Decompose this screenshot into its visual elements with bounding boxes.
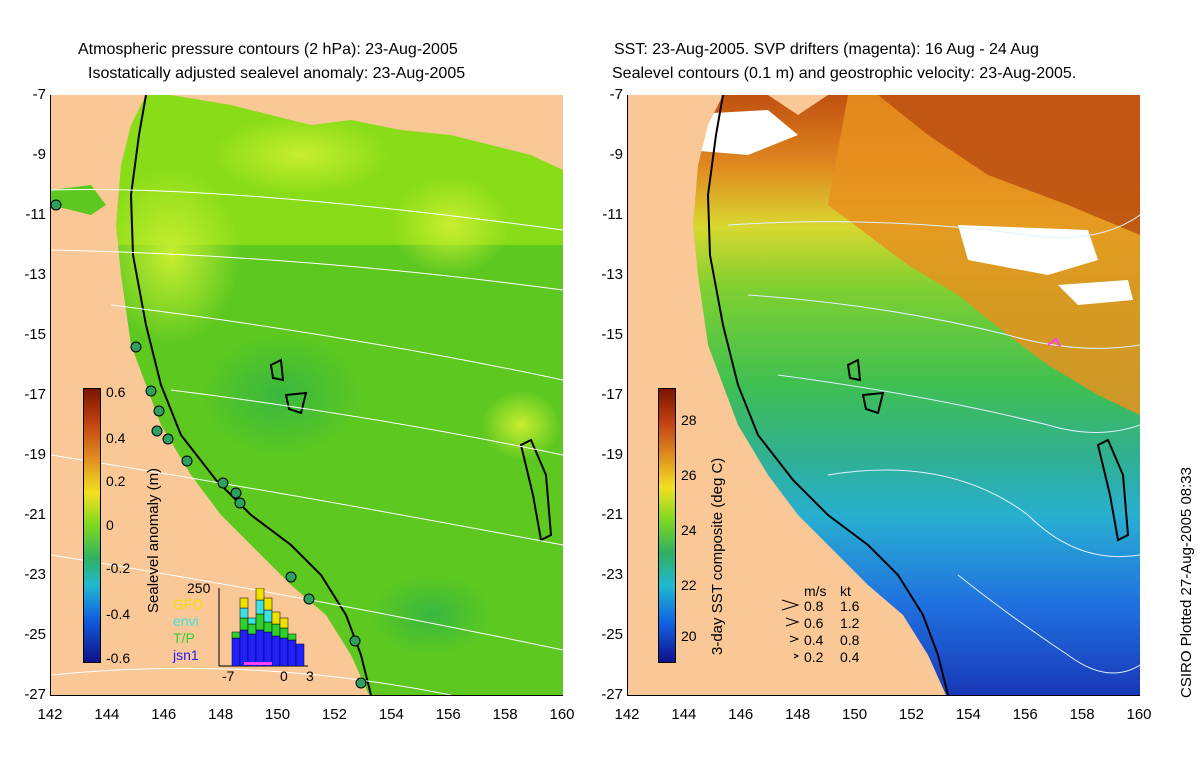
y-axis-tick: -27: [601, 686, 623, 703]
x-axis-tick: 152: [898, 706, 924, 723]
legend-gfo: GFO: [173, 596, 204, 612]
x-axis-tick: 148: [208, 706, 234, 723]
x-axis-tick: 144: [671, 706, 697, 723]
sst-colorbar-tick: 20: [681, 628, 697, 644]
legend-kt: 1.6: [840, 598, 860, 614]
y-axis-tick: -17: [24, 386, 46, 403]
x-axis-tick: 154: [955, 706, 981, 723]
x-axis-tick: 152: [321, 706, 347, 723]
colorbar-tick: 0.2: [106, 473, 126, 489]
y-axis-tick: -19: [24, 446, 46, 463]
inset-x-tick: 0: [280, 668, 288, 684]
colorbar-tick: -0.6: [106, 650, 131, 666]
sst-colorbar: [658, 388, 676, 663]
y-axis-tick: -15: [24, 326, 46, 343]
inset-x-tick: 3: [306, 668, 314, 684]
y-axis-tick: -15: [601, 326, 623, 343]
x-axis-tick: 156: [435, 706, 461, 723]
inset-max-label: 250: [187, 580, 211, 596]
legend-ms: 0.8: [804, 598, 824, 614]
sealevel-anomaly-map: [50, 95, 563, 696]
y-axis-tick: -13: [24, 266, 46, 283]
legend-ms: 0.6: [804, 615, 824, 631]
right-title-line1: SST: 23-Aug-2005. SVP drifters (magenta)…: [614, 41, 1039, 58]
colorbar-tick: 0.6: [106, 384, 126, 400]
y-axis-tick: -11: [602, 206, 623, 223]
satellite-histogram-inset: 250 GFO envi T/P jsn1: [170, 580, 315, 685]
x-axis-tick: 158: [1069, 706, 1095, 723]
sst-colorbar-tick: 26: [681, 467, 697, 483]
y-axis-tick: -25: [24, 626, 46, 643]
x-axis-tick: 142: [37, 706, 63, 723]
left-title-line1: Atmospheric pressure contours (2 hPa): 2…: [78, 41, 458, 58]
legend-header-kt: kt: [840, 583, 851, 599]
colorbar-tick: -0.4: [106, 606, 131, 622]
sealevel-colorbar: [83, 388, 101, 663]
legend-ms: 0.2: [804, 649, 824, 665]
legend-envi: envi: [173, 613, 199, 629]
x-axis-tick: 160: [1126, 706, 1152, 723]
y-axis-tick: -25: [601, 626, 623, 643]
x-axis-tick: 142: [614, 706, 640, 723]
y-axis-tick: -13: [601, 266, 623, 283]
colorbar-tick: -0.2: [106, 560, 131, 576]
colorbar-tick: 0: [106, 517, 114, 533]
x-axis-tick: 154: [378, 706, 404, 723]
x-axis-tick: 150: [842, 706, 868, 723]
legend-ms: 0.4: [804, 632, 824, 648]
x-axis-tick: 150: [265, 706, 291, 723]
sst-colorbar-label: 3-day SST composite (deg C): [709, 457, 726, 655]
velocity-legend: m/s kt 0.8 1.6 0.6 1.2 0.4 0.8 0.2 0.4: [780, 583, 900, 673]
y-axis-tick: -23: [601, 566, 623, 583]
sst-colorbar-tick: 24: [681, 522, 697, 538]
colorbar-label: Sealevel anomaly (m): [145, 467, 162, 613]
y-axis-tick: -7: [609, 86, 623, 103]
x-axis-tick: 160: [549, 706, 575, 723]
y-axis-tick: -21: [601, 506, 623, 523]
y-axis-tick: -23: [24, 566, 46, 583]
x-axis-tick: 146: [728, 706, 754, 723]
legend-kt: 1.2: [840, 615, 860, 631]
x-axis-tick: 148: [785, 706, 811, 723]
y-axis-tick: -7: [32, 86, 46, 103]
inset-x-tick: -7: [222, 668, 235, 684]
colorbar-tick: 0.4: [106, 430, 126, 446]
y-axis-tick: -11: [25, 206, 46, 223]
legend-kt: 0.8: [840, 632, 860, 648]
y-axis-tick: -21: [24, 506, 46, 523]
credit-text: CSIRO Plotted 27-Aug-2005 08:33: [1178, 467, 1195, 698]
legend-jsn1: jsn1: [173, 647, 199, 663]
sst-map: [627, 95, 1140, 696]
sst-colorbar-tick: 28: [681, 412, 697, 428]
y-axis-tick: -9: [609, 146, 623, 163]
x-axis-tick: 146: [151, 706, 177, 723]
y-axis-tick: -9: [32, 146, 46, 163]
x-axis-tick: 156: [1012, 706, 1038, 723]
left-title-line2: Isostatically adjusted sealevel anomaly:…: [88, 65, 466, 82]
legend-kt: 0.4: [840, 649, 860, 665]
sst-colorbar-tick: 22: [681, 577, 697, 593]
legend-tp: T/P: [173, 630, 195, 646]
x-axis-tick: 158: [492, 706, 518, 723]
y-axis-tick: -27: [24, 686, 46, 703]
legend-header-ms: m/s: [804, 583, 827, 599]
y-axis-tick: -19: [601, 446, 623, 463]
x-axis-tick: 144: [94, 706, 120, 723]
right-title-line2: Sealevel contours (0.1 m) and geostrophi…: [612, 65, 1077, 82]
y-axis-tick: -17: [601, 386, 623, 403]
